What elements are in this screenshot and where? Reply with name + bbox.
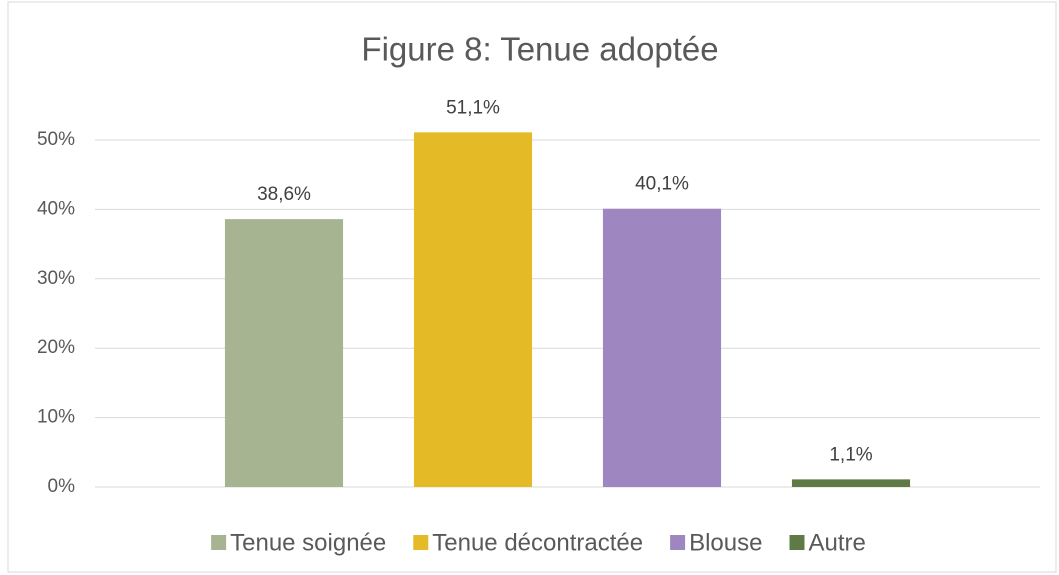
legend-label: Tenue décontractée	[432, 529, 643, 556]
bar	[791, 479, 911, 487]
legend-swatch	[211, 535, 227, 550]
y-tick-label: 40%	[37, 198, 75, 219]
bar	[413, 132, 533, 487]
y-tick-label: 0%	[48, 476, 76, 497]
data-label: 38,6%	[257, 184, 311, 205]
y-tick-label: 50%	[37, 129, 75, 150]
legend-swatch	[413, 535, 429, 550]
legend-label: Autre	[808, 529, 865, 556]
bar	[602, 208, 722, 487]
data-label: 1,1%	[829, 444, 872, 465]
bar	[224, 219, 344, 487]
y-tick-label: 20%	[37, 337, 75, 358]
legend-swatch	[670, 535, 686, 550]
chart-title: Figure 8: Tenue adoptée	[361, 31, 718, 68]
data-label: 40,1%	[635, 174, 689, 195]
y-tick-label: 10%	[37, 407, 75, 428]
legend-swatch	[789, 535, 805, 550]
legend-label: Blouse	[689, 529, 762, 556]
y-tick-label: 30%	[37, 268, 75, 289]
data-label: 51,1%	[446, 97, 500, 118]
legend-label: Tenue soignée	[230, 529, 386, 556]
